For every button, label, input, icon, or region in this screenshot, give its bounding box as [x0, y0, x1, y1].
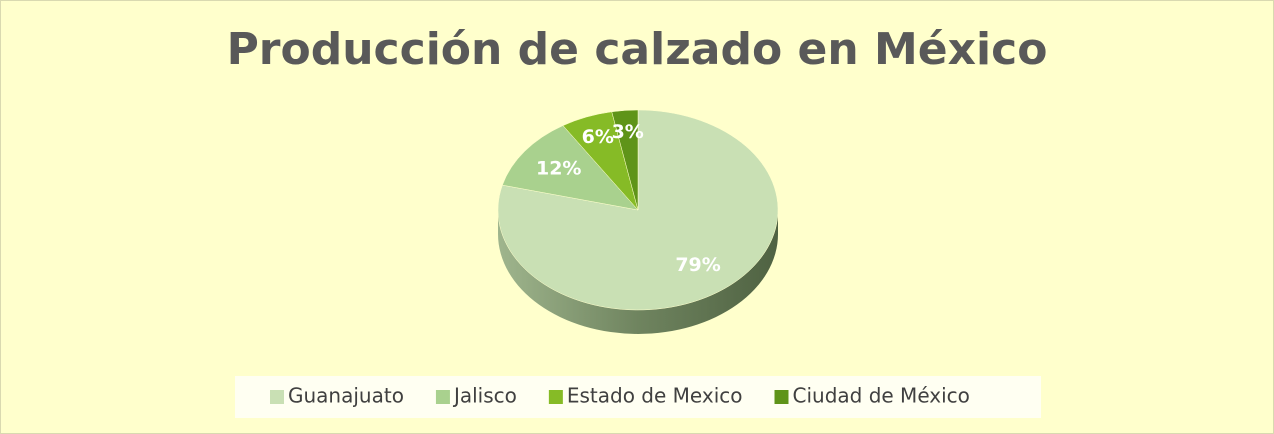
data-label: 79%	[675, 254, 720, 276]
legend-swatch	[435, 390, 450, 404]
data-label: 3%	[612, 121, 644, 143]
legend-swatch	[270, 390, 284, 404]
legend-label: Jalisco	[452, 384, 517, 408]
data-label: 12%	[536, 157, 581, 179]
legend-label: Ciudad de México	[793, 384, 970, 408]
legend-label: Estado de Mexico	[567, 384, 743, 408]
data-label: 6%	[582, 126, 614, 148]
pie-slice	[611, 109, 639, 211]
legend-swatch	[548, 390, 563, 404]
legend-label: Guanajuato	[288, 384, 404, 408]
chart-title: Producción de calzado en México	[227, 24, 1048, 75]
pie-side	[498, 210, 778, 334]
pie-slice	[502, 125, 639, 211]
legend-swatch	[774, 390, 789, 404]
legend-box	[235, 376, 1041, 418]
